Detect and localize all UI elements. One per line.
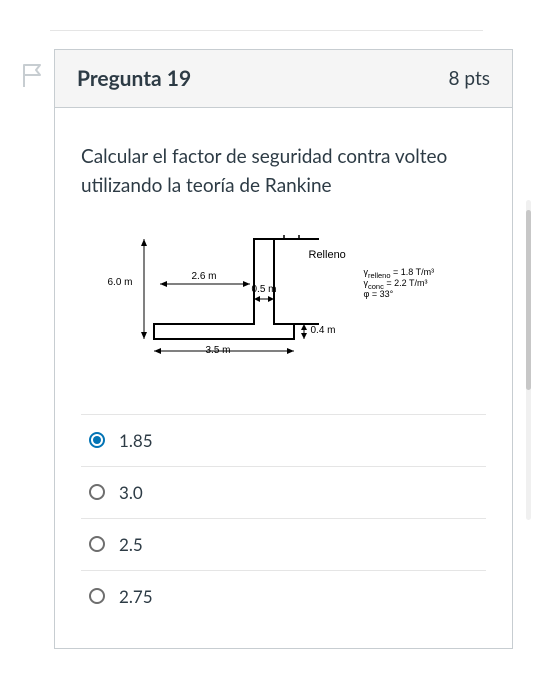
dim-base-height: 0.4 m xyxy=(311,325,336,336)
option-label: 3.0 xyxy=(119,482,143,503)
retaining-wall-figure: 6.0 m 2.6 m 0.5 m 0.4 m 3.5 m Relleno γr… xyxy=(114,229,454,359)
question-header: Pregunta 19 8 pts xyxy=(55,50,512,108)
dim-stem-to-toe: 2.6 m xyxy=(192,271,217,282)
question-title: Pregunta 19 xyxy=(77,66,191,91)
scrollbar[interactable] xyxy=(526,200,531,520)
radio-icon[interactable] xyxy=(89,432,105,448)
question-card: Pregunta 19 8 pts Calcular el factor de … xyxy=(54,49,513,649)
scrollbar-thumb[interactable] xyxy=(526,210,531,390)
option-label: 2.75 xyxy=(119,586,153,607)
dim-stem-width: 0.5 m xyxy=(252,284,277,295)
option-3[interactable]: 2.75 xyxy=(81,571,486,622)
question-prompt: Calcular el factor de seguridad contra v… xyxy=(81,142,486,201)
radio-icon[interactable] xyxy=(89,484,105,500)
flag-icon[interactable] xyxy=(20,63,44,91)
option-0[interactable]: 1.85 xyxy=(81,415,486,467)
option-label: 2.5 xyxy=(119,534,143,555)
radio-icon[interactable] xyxy=(89,588,105,604)
radio-icon[interactable] xyxy=(89,536,105,552)
top-divider xyxy=(50,30,483,31)
relleno-label: Relleno xyxy=(309,249,346,261)
dim-base-width: 3.5 m xyxy=(206,345,231,356)
option-1[interactable]: 3.0 xyxy=(81,467,486,519)
option-label: 1.85 xyxy=(119,430,153,451)
option-2[interactable]: 2.5 xyxy=(81,519,486,571)
question-body: Calcular el factor de seguridad contra v… xyxy=(55,108,512,648)
question-points: 8 pts xyxy=(449,67,490,90)
dim-h-total: 6.0 m xyxy=(108,277,133,288)
answer-options: 1.85 3.0 2.5 2.75 xyxy=(81,414,486,622)
param-phi: φ = 33° xyxy=(364,289,394,299)
